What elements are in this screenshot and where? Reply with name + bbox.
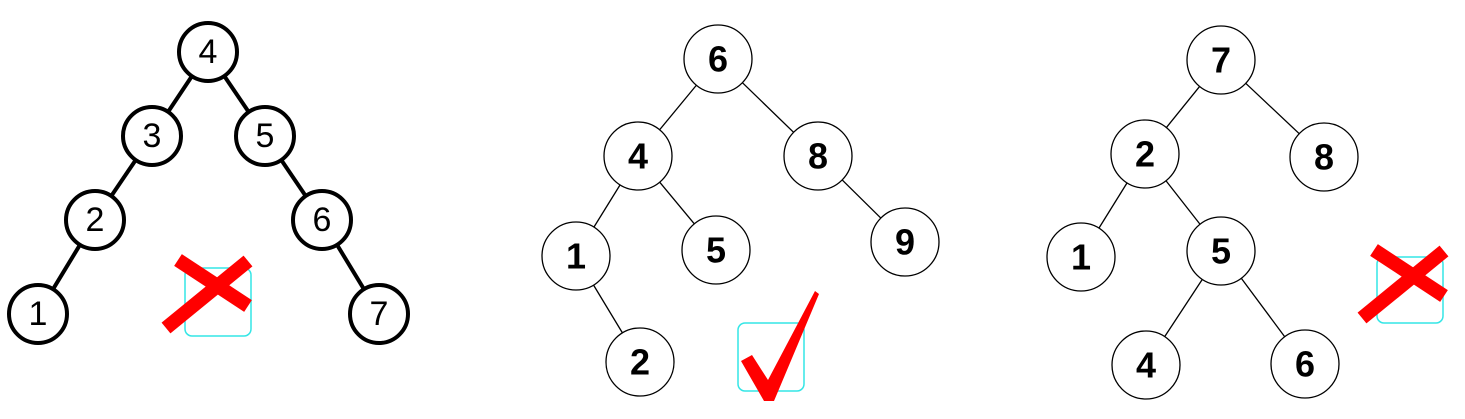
node-circle [1289,122,1359,192]
tree-edge [841,179,882,219]
node-label: 1 [29,295,48,333]
tree-1-edges [51,74,366,291]
tree-edge [593,284,623,334]
tree-node: 4 [1111,330,1181,400]
x-stroke [174,254,252,312]
tree-node: 1 [1046,222,1116,292]
node-label: 7 [1211,40,1231,81]
tree-node: 5 [234,105,296,167]
x-stroke [161,255,253,334]
node-label: 9 [895,222,915,263]
tree-edge [659,84,697,131]
tree-node: 1 [7,283,69,345]
tree-node: 5 [681,215,751,285]
node-label: 4 [1136,345,1156,386]
node-circle [348,283,410,345]
tree-edge [1165,86,1201,128]
tree-node: 2 [64,189,126,251]
x-stroke [1370,244,1448,302]
tree-node: 6 [1270,329,1340,399]
node-label: 5 [706,230,726,271]
node-label: 5 [256,117,275,155]
node-circle [605,327,675,397]
node-circle [603,121,673,191]
tree-edge [335,243,366,291]
node-label: 2 [86,201,105,239]
tree-3-edges [1098,82,1300,338]
node-circle [1186,216,1256,286]
tree-2-edges [593,82,882,334]
node-label: 2 [630,342,650,383]
tree-edge [593,184,621,228]
tree-node: 8 [783,121,853,191]
tree-2: 6 4 8 1 5 9 2 [541,24,940,401]
tree-node: 7 [348,283,410,345]
tree-edge [51,243,82,291]
node-label: 4 [628,136,648,177]
tree-node: 8 [1289,122,1359,192]
tree-node: 6 [683,24,753,94]
node-label: 5 [1211,231,1231,272]
tree-edge [1245,82,1300,135]
tree-node: 2 [605,327,675,397]
node-label: 4 [199,33,218,71]
mark-box [184,267,252,337]
x-stroke [1357,245,1449,324]
node-label: 8 [808,136,828,177]
node-label: 1 [566,236,586,277]
tree-edge [109,158,138,198]
node-circle [64,189,126,251]
node-circle [1111,330,1181,400]
tree-edge [222,74,251,114]
node-circle [234,105,296,167]
check-stroke [741,291,819,401]
tree-node: 6 [291,189,353,251]
node-label: 6 [708,39,728,80]
node-circle [121,105,183,167]
tree-edge [1164,279,1203,337]
x-mark-icon [161,254,253,337]
tree-node: 5 [1186,216,1256,286]
tree-3: 7 2 8 1 5 4 6 [1046,25,1449,400]
x-mark-icon [1357,244,1449,324]
node-circle [683,24,753,94]
tree-node: 1 [541,221,611,291]
tree-1: 4 3 5 2 6 1 7 [7,21,410,345]
tree-node: 4 [177,21,239,83]
tree-node: 9 [870,207,940,277]
node-circle [870,207,940,277]
node-circle [1110,119,1180,189]
tree-edge [1165,180,1201,225]
node-circle [7,283,69,345]
node-circle [1046,222,1116,292]
node-circle [1186,25,1256,95]
node-circle [1270,329,1340,399]
node-label: 7 [370,295,389,333]
node-label: 6 [313,201,332,239]
node-circle [681,215,751,285]
check-mark-icon [737,291,819,401]
tree-edge [1098,182,1128,229]
tree-node: 2 [1110,119,1180,189]
tree-edge [659,181,695,225]
tree-edge [741,82,795,133]
tree-edge [1240,277,1286,338]
node-label: 3 [143,117,162,155]
node-label: 1 [1071,237,1091,278]
tree-edge [279,158,308,198]
node-circle [291,189,353,251]
node-circle [541,221,611,291]
tree-edge [166,75,194,113]
tree-node: 7 [1186,25,1256,95]
tree-node: 3 [121,105,183,167]
node-label: 6 [1295,344,1315,385]
node-label: 8 [1314,137,1334,178]
node-label: 2 [1135,134,1155,175]
tree-node: 4 [603,121,673,191]
node-circle [177,21,239,83]
node-circle [783,121,853,191]
